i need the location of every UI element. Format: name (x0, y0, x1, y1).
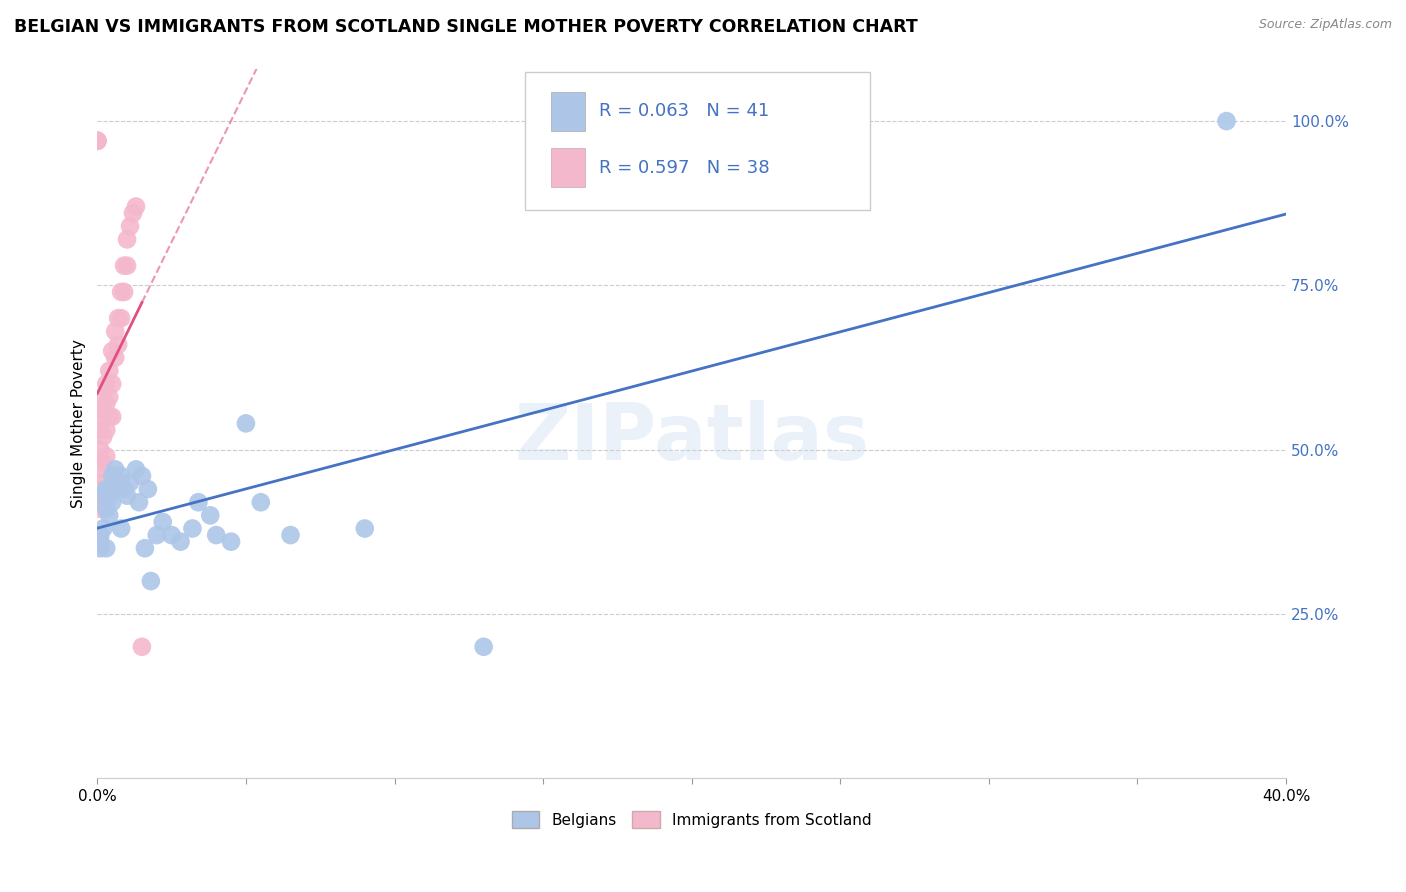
Point (118, 219, 141, 234)
Point (89, 462, 111, 476)
Point (187, 495, 209, 509)
Point (104, 351, 127, 365)
Text: R = 0.597   N = 38: R = 0.597 N = 38 (599, 159, 769, 177)
Point (96, 423, 118, 437)
Point (115, 489, 138, 503)
Point (107, 337, 129, 351)
Point (89, 501, 111, 516)
Legend: Belgians, Immigrants from Scotland: Belgians, Immigrants from Scotland (506, 805, 877, 834)
Point (131, 469, 153, 483)
Point (122, 206, 145, 220)
Point (104, 462, 127, 476)
Y-axis label: Single Mother Poverty: Single Mother Poverty (72, 339, 86, 508)
Point (96, 501, 118, 516)
Point (89, 403, 111, 417)
Point (115, 259, 138, 273)
Point (98, 364, 121, 378)
Point (98, 409, 121, 424)
Point (96, 482, 118, 496)
Point (235, 417, 257, 431)
Point (86, 134, 108, 148)
Point (101, 409, 124, 424)
Point (91, 489, 114, 503)
Point (181, 522, 204, 536)
Point (91, 475, 114, 490)
Point (160, 528, 183, 542)
Point (86, 134, 108, 148)
Point (89, 442, 111, 457)
Point (104, 324, 127, 338)
Point (136, 482, 159, 496)
Point (89, 528, 111, 542)
Point (91, 522, 114, 536)
Point (86, 134, 108, 148)
Point (112, 285, 135, 299)
Point (96, 541, 118, 556)
Point (200, 508, 222, 523)
Point (353, 522, 375, 536)
Point (96, 376, 118, 391)
Point (110, 311, 132, 326)
Point (98, 390, 121, 404)
Text: R = 0.063   N = 41: R = 0.063 N = 41 (599, 102, 769, 120)
Point (110, 469, 132, 483)
Point (146, 528, 169, 542)
Point (91, 495, 114, 509)
Point (280, 528, 302, 542)
Point (89, 534, 111, 549)
Point (91, 390, 114, 404)
Point (125, 462, 148, 476)
Point (128, 495, 150, 509)
FancyBboxPatch shape (526, 72, 870, 211)
Point (101, 482, 124, 496)
Point (89, 541, 111, 556)
Point (112, 482, 135, 496)
Point (131, 640, 153, 654)
Point (91, 456, 114, 470)
Point (112, 259, 135, 273)
Point (169, 534, 191, 549)
Point (101, 344, 124, 359)
Point (152, 515, 174, 529)
Point (98, 489, 121, 503)
Point (107, 311, 129, 326)
Point (101, 469, 124, 483)
Point (101, 376, 124, 391)
Point (118, 475, 141, 490)
FancyBboxPatch shape (551, 92, 585, 130)
FancyBboxPatch shape (551, 148, 585, 187)
Point (110, 522, 132, 536)
Point (125, 200, 148, 214)
Point (98, 508, 121, 523)
Point (91, 409, 114, 424)
Text: BELGIAN VS IMMIGRANTS FROM SCOTLAND SINGLE MOTHER POVERTY CORRELATION CHART: BELGIAN VS IMMIGRANTS FROM SCOTLAND SING… (14, 18, 918, 36)
Point (107, 475, 129, 490)
Text: Source: ZipAtlas.com: Source: ZipAtlas.com (1258, 18, 1392, 31)
Point (139, 574, 162, 588)
Point (219, 534, 242, 549)
Point (89, 423, 111, 437)
Point (91, 429, 114, 443)
Point (110, 285, 132, 299)
Point (249, 495, 271, 509)
Point (96, 397, 118, 411)
Point (1215, 114, 1237, 128)
Point (205, 528, 228, 542)
Point (89, 482, 111, 496)
Point (115, 232, 138, 246)
Point (101, 495, 124, 509)
Point (96, 449, 118, 463)
Point (134, 541, 156, 556)
Text: ZIPatlas: ZIPatlas (515, 400, 869, 475)
Point (472, 640, 495, 654)
